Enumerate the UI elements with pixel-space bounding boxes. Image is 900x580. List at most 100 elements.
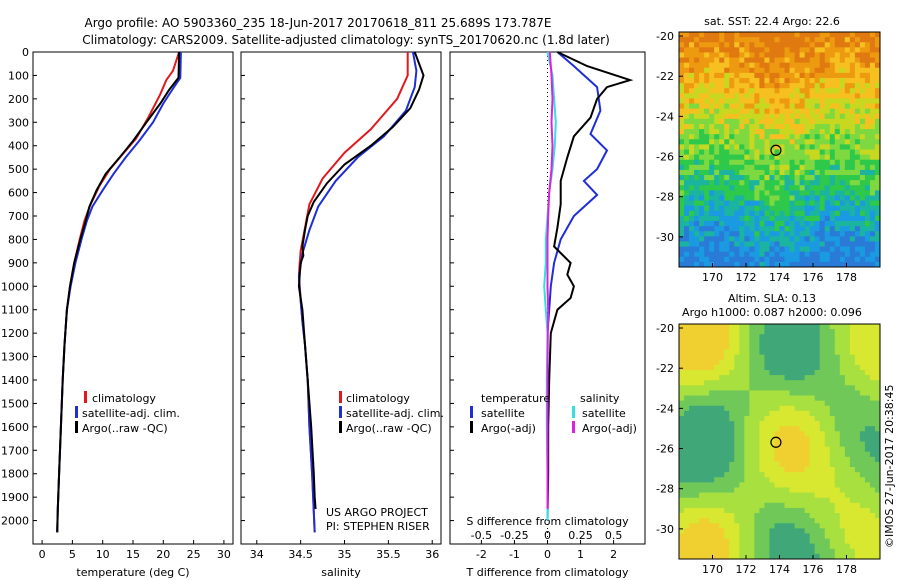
map-cell — [769, 93, 775, 99]
map-cell — [874, 77, 881, 84]
map-cell — [854, 164, 861, 171]
map-cell — [849, 369, 856, 376]
map-cell — [784, 98, 790, 104]
map-cell — [799, 324, 806, 330]
map-cell — [709, 98, 715, 104]
map-cell — [794, 354, 801, 361]
map-cell — [744, 385, 750, 391]
map-cell — [774, 421, 780, 427]
map-cell — [759, 548, 765, 555]
map-cell — [759, 369, 765, 376]
map-cell — [724, 72, 730, 79]
map-cell — [764, 385, 770, 391]
map-cell — [749, 497, 755, 504]
map-cell — [774, 67, 780, 74]
map-cell — [744, 349, 750, 356]
map-cell — [714, 375, 720, 381]
map-cell — [779, 436, 785, 442]
map-cell — [834, 62, 841, 69]
map-cell — [844, 513, 851, 519]
map-cell — [774, 123, 780, 130]
map-cell — [744, 154, 750, 161]
map-cell — [854, 431, 861, 437]
map-cell — [794, 472, 801, 478]
map-cell — [749, 169, 755, 176]
map-cell — [704, 456, 710, 463]
map-cell — [714, 538, 720, 545]
map-cell — [854, 415, 861, 422]
map-cell — [854, 134, 861, 140]
map-cell — [709, 380, 715, 386]
map-cell — [724, 400, 730, 407]
map-cell — [714, 129, 720, 135]
map-cell — [789, 431, 795, 437]
map-cell — [789, 129, 795, 135]
map-cell — [789, 456, 795, 463]
map-cell — [724, 344, 730, 350]
map-cell — [809, 548, 816, 555]
map-cell — [714, 344, 720, 350]
map-cell — [739, 410, 745, 417]
map-cell — [854, 210, 861, 217]
map-cell — [799, 98, 806, 104]
map-cell — [874, 251, 881, 258]
map-cell — [714, 261, 720, 268]
map-cell — [779, 103, 785, 110]
map-cell — [749, 426, 755, 432]
map-cell — [794, 113, 801, 120]
map-cell — [769, 410, 775, 417]
map-cell — [749, 492, 755, 499]
map-cell — [859, 200, 866, 207]
map-cell — [734, 415, 740, 422]
map-cell — [709, 451, 715, 458]
map-cell — [779, 210, 785, 217]
map-cell — [784, 538, 790, 545]
map-cell — [729, 431, 735, 437]
map-cell — [834, 159, 841, 166]
map-cell — [729, 47, 735, 53]
map-cell — [859, 139, 866, 145]
map-cell — [784, 144, 790, 150]
map-cell — [729, 129, 735, 135]
map-cell — [699, 528, 705, 534]
map-cell — [714, 441, 720, 448]
map-cell — [809, 395, 816, 402]
map-cell — [764, 77, 770, 84]
map-cell — [704, 108, 710, 115]
map-cell — [724, 472, 730, 478]
map-cell — [754, 436, 760, 442]
map-cell — [794, 518, 801, 524]
map-cell — [864, 349, 871, 356]
map-cell — [869, 339, 876, 345]
map-cell — [794, 118, 801, 125]
map-cell — [684, 169, 690, 176]
map-cell — [684, 344, 690, 350]
map-cell — [749, 67, 755, 74]
map-cell — [854, 226, 861, 232]
map-cell — [704, 190, 710, 196]
map-cell — [754, 369, 760, 376]
map-cell — [824, 441, 831, 448]
map-cell — [784, 154, 790, 161]
map-cell — [709, 231, 715, 237]
map-cell — [854, 72, 861, 79]
map-cell — [734, 42, 740, 48]
map-cell — [694, 395, 700, 402]
map-cell — [829, 190, 836, 196]
map-cell — [744, 410, 750, 417]
map-cell — [859, 205, 866, 212]
map-cell — [849, 538, 856, 545]
legend-label: satellite-adj. clim. — [346, 407, 444, 420]
map-cell — [724, 93, 730, 99]
map-cell — [734, 339, 740, 345]
map-cell — [749, 523, 755, 529]
map-cell — [719, 236, 725, 242]
map-cell — [849, 149, 856, 156]
map-cell — [849, 52, 856, 58]
map-cell — [759, 487, 765, 493]
map-cell — [779, 169, 785, 176]
map-cell — [829, 175, 836, 181]
map-cell — [729, 472, 735, 478]
map-cell — [824, 518, 831, 524]
map-cell — [729, 395, 735, 402]
